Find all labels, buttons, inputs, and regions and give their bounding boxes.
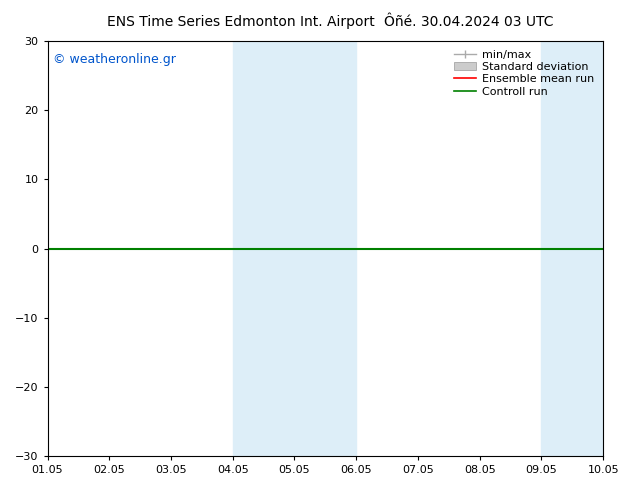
- Bar: [233, 41, 294, 456]
- Bar: [294, 41, 356, 456]
- Bar: [541, 41, 603, 456]
- Text: Ôñé. 30.04.2024 03 UTC: Ôñé. 30.04.2024 03 UTC: [384, 15, 554, 29]
- Bar: [603, 41, 634, 456]
- Text: ENS Time Series Edmonton Int. Airport: ENS Time Series Edmonton Int. Airport: [107, 15, 375, 29]
- Legend: min/max, Standard deviation, Ensemble mean run, Controll run: min/max, Standard deviation, Ensemble me…: [451, 47, 598, 100]
- Text: © weatheronline.gr: © weatheronline.gr: [53, 53, 176, 67]
